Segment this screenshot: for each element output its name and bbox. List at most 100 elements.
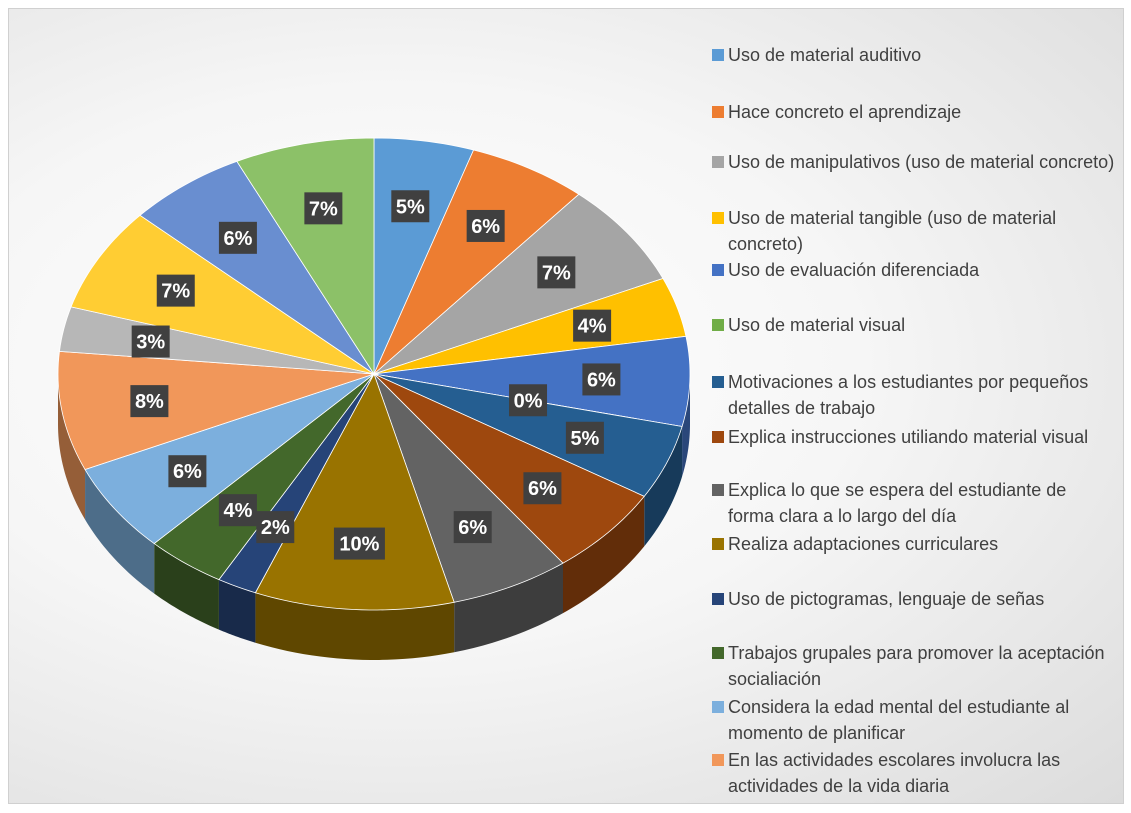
legend-swatch bbox=[712, 49, 724, 61]
legend-label: Uso de pictogramas, lenguaje de señas bbox=[728, 589, 1045, 609]
slice bbox=[59, 306, 375, 375]
slice bbox=[373, 373, 645, 564]
legend-swatch bbox=[712, 319, 724, 331]
legend-swatch bbox=[712, 484, 724, 496]
legend-item: Uso de evaluación diferenciada bbox=[712, 257, 1117, 283]
data-label: 6% bbox=[173, 461, 202, 483]
data-label: 6% bbox=[528, 478, 557, 500]
legend-item: Motivaciones a los estudiantes por peque… bbox=[712, 369, 1117, 421]
data-label-box bbox=[573, 309, 612, 342]
data-label: 0% bbox=[514, 390, 543, 412]
data-label: 4% bbox=[223, 500, 252, 522]
data-label-box bbox=[391, 190, 430, 223]
legend-item: Uso de material auditivo bbox=[712, 42, 1117, 68]
data-label-box bbox=[156, 274, 195, 307]
slice bbox=[57, 350, 375, 471]
legend-label: Trabajos grupales para promover la acept… bbox=[728, 643, 1105, 689]
legend-swatch bbox=[712, 701, 724, 713]
legend-label: Explica lo que se espera del estudiante … bbox=[728, 480, 1067, 526]
legend-item: Trabajos grupales para promover la acept… bbox=[712, 640, 1117, 692]
data-label: 6% bbox=[223, 228, 252, 250]
legend-label: Uso de material tangible (uso de materia… bbox=[728, 208, 1057, 254]
data-label: 5% bbox=[396, 196, 425, 218]
data-label: 7% bbox=[161, 281, 190, 303]
data-label: 3% bbox=[136, 332, 165, 354]
data-label-box bbox=[466, 209, 505, 242]
slice bbox=[373, 373, 683, 497]
legend-label: Uso de evaluación diferenciada bbox=[728, 260, 980, 280]
slice-side bbox=[255, 592, 455, 660]
legend-item: Uso de pictogramas, lenguaje de señas bbox=[712, 586, 1117, 612]
legend-label: Uso de manipulativos (uso de material co… bbox=[728, 152, 1115, 172]
legend-swatch bbox=[712, 538, 724, 550]
legend-swatch bbox=[712, 212, 724, 224]
legend-swatch bbox=[712, 754, 724, 766]
data-label: 7% bbox=[542, 262, 571, 284]
data-label-box bbox=[565, 421, 604, 454]
legend-swatch bbox=[712, 376, 724, 388]
legend-label: Uso de material auditivo bbox=[728, 45, 922, 65]
legend-label: En las actividades escolares involucra l… bbox=[728, 750, 1061, 796]
data-label-box bbox=[168, 455, 207, 488]
data-label-box bbox=[333, 527, 385, 560]
data-label-box bbox=[582, 363, 621, 396]
data-label: 5% bbox=[570, 428, 599, 450]
data-label: 7% bbox=[309, 198, 338, 220]
slice-side bbox=[454, 563, 564, 653]
legend-swatch bbox=[712, 647, 724, 659]
slice bbox=[373, 277, 687, 375]
data-label: 4% bbox=[578, 316, 607, 338]
data-label-box bbox=[256, 511, 295, 544]
data-label-box bbox=[453, 511, 492, 544]
slice-side bbox=[218, 579, 256, 643]
data-label-box bbox=[218, 494, 257, 527]
legend-swatch bbox=[712, 156, 724, 168]
legend-swatch bbox=[712, 431, 724, 443]
slice bbox=[153, 373, 375, 581]
slice-side bbox=[644, 426, 683, 547]
slice bbox=[373, 193, 664, 375]
legend-label: Considera la edad mental del estudiante … bbox=[728, 697, 1070, 743]
slice bbox=[84, 373, 375, 545]
data-label: 8% bbox=[135, 391, 164, 413]
legend-item: Considera la edad mental del estudiante … bbox=[712, 694, 1117, 746]
slice-side bbox=[85, 469, 155, 594]
slice bbox=[254, 373, 455, 611]
data-label-box bbox=[304, 192, 343, 225]
data-label-box bbox=[523, 472, 562, 505]
data-label-box bbox=[131, 325, 170, 358]
slice bbox=[373, 335, 691, 427]
data-label: 2% bbox=[261, 517, 290, 539]
data-label-box bbox=[537, 256, 576, 289]
legend-item: Explica instrucciones utiliando material… bbox=[712, 424, 1117, 450]
slice bbox=[373, 373, 564, 603]
data-label: 6% bbox=[471, 216, 500, 238]
legend-item: En las actividades escolares involucra l… bbox=[712, 747, 1117, 799]
legend-swatch bbox=[712, 264, 724, 276]
slice-side bbox=[682, 374, 690, 477]
data-label: 6% bbox=[587, 369, 616, 391]
slice-side bbox=[154, 543, 219, 630]
slice-side bbox=[563, 496, 645, 614]
legend-item: Hace concreto el aprendizaje bbox=[712, 99, 1117, 125]
data-label: 10% bbox=[339, 534, 379, 556]
legend-item: Uso de material tangible (uso de materia… bbox=[712, 205, 1117, 257]
slice bbox=[373, 149, 580, 375]
legend-label: Uso de material visual bbox=[728, 315, 906, 335]
data-label-box bbox=[218, 221, 257, 254]
legend-item: Uso de manipulativos (uso de material co… bbox=[712, 149, 1117, 175]
data-label-box bbox=[130, 385, 169, 418]
data-label: 6% bbox=[458, 517, 487, 539]
legend-swatch bbox=[712, 106, 724, 118]
legend-swatch bbox=[712, 593, 724, 605]
legend-label: Motivaciones a los estudiantes por peque… bbox=[728, 372, 1089, 418]
legend-item: Uso de material visual bbox=[712, 312, 1117, 338]
slice bbox=[139, 160, 375, 375]
data-label-box bbox=[509, 384, 548, 417]
legend-label: Hace concreto el aprendizaje bbox=[728, 102, 962, 122]
slice bbox=[70, 214, 375, 375]
legend-item: Explica lo que se espera del estudiante … bbox=[712, 477, 1117, 529]
legend-label: Explica instrucciones utiliando material… bbox=[728, 427, 1089, 447]
